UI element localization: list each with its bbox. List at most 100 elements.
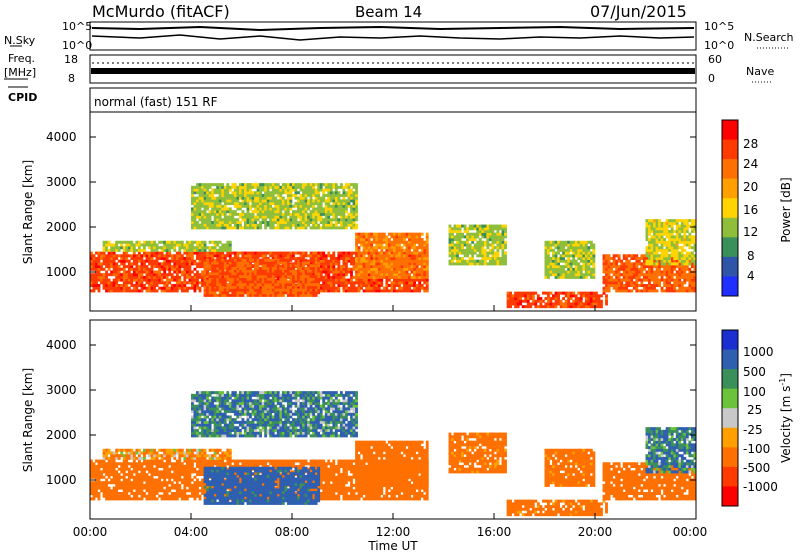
data-cell (501, 227, 505, 231)
data-cell (413, 232, 417, 236)
data-cell (448, 248, 452, 252)
data-cell (405, 259, 409, 263)
data-cell (226, 248, 230, 252)
data-cell (526, 294, 530, 298)
data-cell (324, 218, 328, 222)
data-cell (95, 270, 98, 274)
data-cell (486, 262, 490, 266)
data-cell (132, 267, 136, 271)
data-cell (577, 299, 581, 303)
data-cell (218, 248, 222, 252)
data-cell (398, 246, 401, 250)
data-cell (236, 261, 240, 265)
data-cell (322, 278, 326, 282)
data-cell (600, 305, 603, 309)
data-cell (107, 278, 111, 282)
data-cell (393, 243, 396, 247)
data-cell (226, 291, 230, 295)
data-cell (486, 251, 490, 255)
data-cell (284, 202, 288, 206)
data-cell (105, 248, 108, 252)
data-cell (292, 193, 295, 197)
data-cell (408, 265, 411, 269)
data-cell (625, 273, 629, 277)
data-cell (137, 275, 141, 279)
data-cell (175, 267, 179, 271)
data-cell (107, 265, 111, 269)
data-cell (307, 215, 310, 219)
data-cell (370, 246, 374, 250)
data-cell (362, 256, 366, 260)
data-cell (193, 185, 197, 189)
data-cell (592, 305, 596, 309)
data-cell (309, 185, 313, 189)
data-cell (284, 204, 288, 208)
data-cell (486, 227, 490, 231)
data-cell (420, 283, 424, 287)
data-cell (393, 240, 396, 244)
data-cell (630, 275, 634, 279)
data-cell (292, 272, 295, 276)
data-cell (223, 185, 227, 189)
data-cell (524, 297, 528, 301)
data-cell (269, 262, 273, 266)
data-cell (572, 248, 576, 252)
data-cell (456, 240, 459, 244)
data-cell (221, 266, 225, 270)
data-cell (327, 281, 331, 285)
data-cell (238, 273, 242, 277)
data-cell (163, 286, 167, 290)
data-cell (322, 283, 326, 287)
data-cell (304, 274, 308, 278)
data-cell (302, 280, 305, 284)
data-cell (292, 262, 295, 266)
data-cell (319, 207, 323, 211)
data-cell (223, 191, 227, 195)
data-cell (90, 273, 93, 277)
data-cell (526, 297, 530, 301)
data-cell (281, 215, 285, 219)
data-cell (120, 256, 124, 260)
data-cell (274, 269, 278, 273)
data-cell (481, 227, 485, 231)
data-cell (630, 267, 634, 271)
data-cell (279, 291, 283, 295)
data-cell (415, 232, 419, 236)
data-cell (302, 199, 305, 203)
data-cell (228, 185, 232, 189)
data-cell (547, 259, 550, 263)
data-cell (132, 246, 136, 250)
data-cell (92, 283, 96, 287)
data-cell (140, 259, 144, 263)
data-cell (266, 274, 270, 278)
data-cell (307, 259, 310, 263)
data-cell (201, 223, 204, 227)
data-cell (251, 269, 255, 273)
data-cell (165, 248, 169, 252)
data-cell (367, 262, 371, 266)
data-cell (163, 256, 167, 260)
data-cell (334, 281, 338, 285)
data-cell (281, 199, 285, 203)
data-cell (165, 283, 169, 287)
data-cell (491, 256, 495, 260)
data-cell (521, 299, 525, 303)
data-cell (211, 258, 215, 262)
data-cell (322, 289, 326, 293)
data-cell (289, 266, 293, 270)
data-cell (463, 243, 467, 247)
data-cell (648, 265, 651, 269)
data-cell (559, 254, 563, 258)
data-cell (271, 218, 275, 222)
data-cell (206, 266, 209, 270)
data-cell (206, 191, 209, 195)
data-cell (211, 269, 215, 273)
data-cell (249, 269, 252, 273)
data-cell (567, 243, 571, 247)
data-cell (425, 235, 429, 239)
data-cell (90, 281, 93, 285)
data-cell (145, 275, 149, 279)
data-cell (413, 262, 417, 266)
data-cell (223, 293, 227, 297)
data-cell (132, 243, 136, 247)
